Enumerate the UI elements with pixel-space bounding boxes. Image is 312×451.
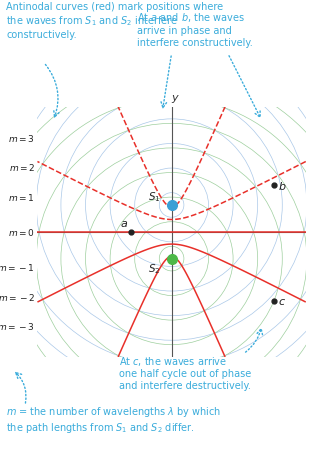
Text: $y$: $y$ xyxy=(171,93,180,105)
Text: $m = 2$: $m = 2$ xyxy=(9,162,35,173)
Text: $m = 0$: $m = 0$ xyxy=(8,227,35,238)
Text: At $c$, the waves arrive
one half cycle out of phase
and interfere destructively: At $c$, the waves arrive one half cycle … xyxy=(119,354,251,390)
Text: Antinodal curves (red) mark positions where
the waves from $S_1$ and $S_2$ inter: Antinodal curves (red) mark positions wh… xyxy=(6,2,223,40)
Text: $c$: $c$ xyxy=(278,296,285,306)
Text: $m = -1$: $m = -1$ xyxy=(0,262,35,272)
Text: At $a$ and $b$, the waves
arrive in phase and
interfere constructively.: At $a$ and $b$, the waves arrive in phas… xyxy=(137,11,253,47)
Text: $S_2$: $S_2$ xyxy=(148,261,160,275)
Text: $a$: $a$ xyxy=(120,219,128,229)
Text: $m$ = the number of wavelengths $\lambda$ by which
the path lengths from $S_1$ a: $m$ = the number of wavelengths $\lambda… xyxy=(6,404,221,433)
Text: $m = 1$: $m = 1$ xyxy=(8,192,35,203)
Text: $b$: $b$ xyxy=(278,179,286,191)
Text: $m = 3$: $m = 3$ xyxy=(8,133,35,144)
Text: $m = -2$: $m = -2$ xyxy=(0,291,35,303)
Text: $m = -3$: $m = -3$ xyxy=(0,321,35,331)
Text: $S_1$: $S_1$ xyxy=(148,189,160,203)
